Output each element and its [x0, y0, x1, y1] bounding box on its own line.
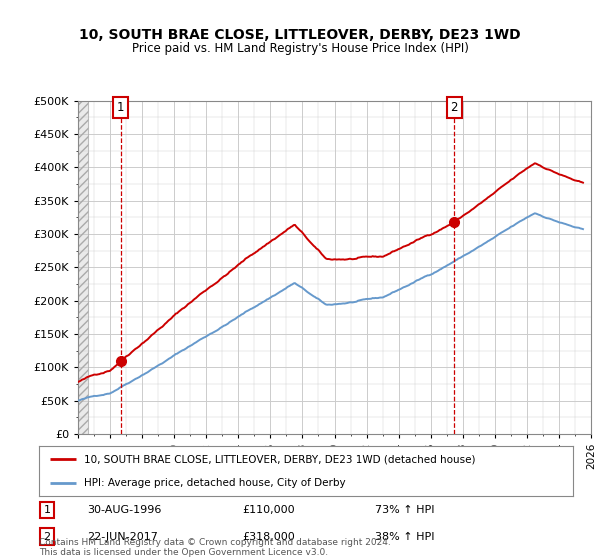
Text: 22-JUN-2017: 22-JUN-2017 — [87, 531, 158, 542]
Text: £110,000: £110,000 — [242, 505, 295, 515]
Text: 1: 1 — [117, 101, 124, 114]
Text: HPI: Average price, detached house, City of Derby: HPI: Average price, detached house, City… — [85, 478, 346, 488]
Bar — [78, 101, 88, 434]
Text: 38% ↑ HPI: 38% ↑ HPI — [376, 531, 435, 542]
Text: 30-AUG-1996: 30-AUG-1996 — [87, 505, 161, 515]
Text: 73% ↑ HPI: 73% ↑ HPI — [376, 505, 435, 515]
Bar — [78, 101, 88, 434]
Text: 2: 2 — [43, 531, 50, 542]
Text: £318,000: £318,000 — [242, 531, 295, 542]
Text: Contains HM Land Registry data © Crown copyright and database right 2024.
This d: Contains HM Land Registry data © Crown c… — [39, 538, 391, 557]
Text: 2: 2 — [451, 101, 458, 114]
Text: 10, SOUTH BRAE CLOSE, LITTLEOVER, DERBY, DE23 1WD: 10, SOUTH BRAE CLOSE, LITTLEOVER, DERBY,… — [79, 28, 521, 42]
Text: 1: 1 — [44, 505, 50, 515]
Text: 10, SOUTH BRAE CLOSE, LITTLEOVER, DERBY, DE23 1WD (detached house): 10, SOUTH BRAE CLOSE, LITTLEOVER, DERBY,… — [85, 454, 476, 464]
Text: Price paid vs. HM Land Registry's House Price Index (HPI): Price paid vs. HM Land Registry's House … — [131, 42, 469, 55]
